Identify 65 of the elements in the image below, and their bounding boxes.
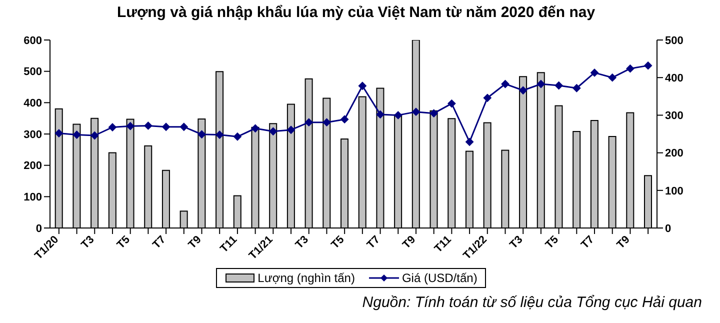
y2-tick-label: 100 — [665, 185, 684, 198]
x-tick-label: T11 — [432, 234, 454, 256]
point — [108, 123, 116, 132]
point — [394, 111, 402, 120]
point — [198, 130, 206, 138]
y-tick-label: 600 — [24, 34, 42, 47]
point — [536, 80, 545, 88]
point — [322, 118, 331, 126]
point — [162, 122, 170, 131]
point — [644, 62, 652, 70]
point — [269, 127, 278, 136]
point — [287, 126, 296, 134]
x-tick-label: T3 — [293, 234, 311, 252]
point — [144, 122, 152, 130]
point — [572, 84, 581, 92]
x-tick-label: T5 — [114, 234, 132, 252]
x-tick-label: T7 — [579, 234, 597, 252]
point — [519, 86, 528, 94]
chart-title: Lượng và giá nhập khẩu lúa mỳ của Việt Nam từ năm 2020 đến nay — [116, 3, 596, 23]
text: Nguồn: Tính toán từ số liệu của Tổng cục Hải quan — [362, 294, 702, 311]
point — [216, 130, 224, 139]
y2-tick-label: 500 — [665, 34, 684, 47]
point — [180, 122, 188, 131]
point — [304, 118, 313, 126]
point — [430, 109, 438, 118]
y2-tick-label: 0 — [665, 222, 672, 235]
x-tick-label: T7 — [150, 234, 168, 252]
y-tick-label: 200 — [24, 160, 42, 172]
point — [233, 132, 242, 141]
point — [554, 81, 563, 90]
y2-tick-label: 200 — [665, 148, 684, 160]
x-tick-label: T11 — [218, 234, 240, 256]
point — [483, 94, 492, 102]
point — [251, 124, 260, 132]
x-tick-label: T9 — [186, 234, 204, 252]
point — [466, 138, 474, 146]
point — [590, 68, 599, 77]
y2-tick-label: 400 — [665, 72, 684, 85]
x-tick-label: T3 — [508, 234, 526, 252]
point — [90, 132, 99, 140]
y-tick-label: 400 — [24, 98, 42, 110]
point — [358, 82, 366, 90]
point — [126, 122, 134, 130]
point — [376, 110, 384, 118]
x-tick-label: T9 — [614, 234, 632, 252]
legend-label: Giá (USD/tấn) — [402, 271, 478, 285]
point — [501, 80, 510, 88]
point — [412, 108, 420, 116]
point — [340, 115, 349, 124]
point — [72, 130, 81, 139]
x-tick-label: T5 — [329, 234, 347, 252]
y-tick-label: 500 — [24, 66, 42, 78]
point — [608, 74, 616, 82]
x-tick-label: T5 — [543, 234, 561, 252]
point — [626, 64, 634, 73]
legend-label: Lượng (nghìn tấn) — [258, 271, 355, 285]
point — [448, 100, 456, 108]
x-tick-label: T9 — [400, 234, 418, 252]
x-tick-label: T7 — [364, 234, 382, 252]
x-tick-label: T3 — [79, 234, 97, 252]
point — [54, 129, 63, 138]
y2-tick-label: 300 — [665, 110, 684, 122]
y-tick-label: 100 — [24, 192, 42, 204]
y-tick-label: 300 — [24, 128, 42, 141]
y-tick-label: 0 — [36, 222, 42, 235]
